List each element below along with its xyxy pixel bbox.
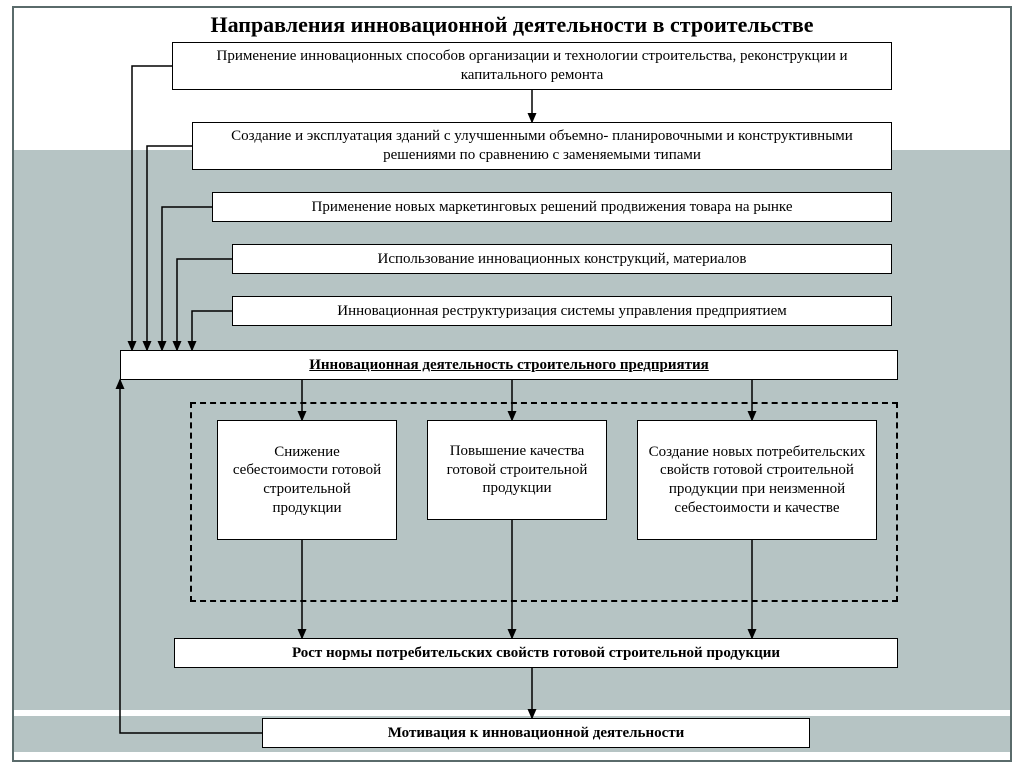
- box-label: Использование инновационных конструкций,…: [378, 250, 747, 269]
- box-b6: Инновационная деятельность строительного…: [120, 350, 898, 380]
- box-b2: Создание и эксплуатация зданий с улучшен…: [192, 122, 892, 170]
- box-label: Рост нормы потребительских свойств готов…: [292, 644, 780, 663]
- box-b3: Применение новых маркетинговых решений п…: [212, 192, 892, 222]
- box-label: Инновационная деятельность строительного…: [309, 356, 709, 375]
- box-label: Создание новых потребительских свойств г…: [648, 443, 866, 518]
- box-label: Мотивация к инновационной деятельности: [388, 724, 685, 743]
- box-label: Снижение себестоимости готовой строитель…: [228, 443, 386, 518]
- box-b10: Рост нормы потребительских свойств готов…: [174, 638, 898, 668]
- box-label: Инновационная реструктуризация системы у…: [337, 302, 786, 321]
- box-label: Применение инновационных способов органи…: [183, 47, 881, 85]
- box-b8: Повышение качества готовой строительной …: [427, 420, 607, 520]
- diagram-title: Направления инновационной деятельности в…: [14, 12, 1010, 38]
- box-b7: Снижение себестоимости готовой строитель…: [217, 420, 397, 540]
- box-label: Применение новых маркетинговых решений п…: [312, 198, 793, 217]
- box-label: Создание и эксплуатация зданий с улучшен…: [203, 127, 881, 165]
- box-b1: Применение инновационных способов органи…: [172, 42, 892, 90]
- box-b5: Инновационная реструктуризация системы у…: [232, 296, 892, 326]
- box-b9: Создание новых потребительских свойств г…: [637, 420, 877, 540]
- box-b4: Использование инновационных конструкций,…: [232, 244, 892, 274]
- box-b11: Мотивация к инновационной деятельности: [262, 718, 810, 748]
- box-label: Повышение качества готовой строительной …: [438, 442, 596, 498]
- slide-frame: Направления инновационной деятельности в…: [12, 6, 1012, 762]
